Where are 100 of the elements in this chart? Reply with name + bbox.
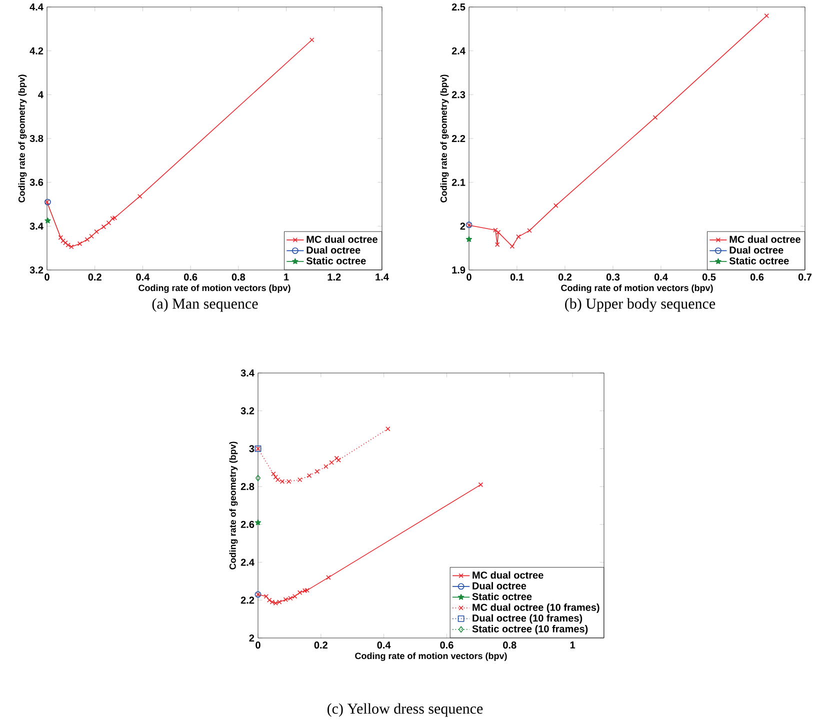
y-tick-label: 2.2 xyxy=(240,596,254,604)
legend-label: Dual octree (10 frames) xyxy=(472,614,582,624)
point xyxy=(334,456,340,461)
point xyxy=(63,240,68,246)
x-tick-label: 0.2 xyxy=(88,274,102,281)
point xyxy=(137,194,142,199)
point xyxy=(516,234,521,240)
y-tick-label: 3 xyxy=(249,445,254,452)
point xyxy=(89,234,94,239)
point xyxy=(266,598,272,603)
x-tick-label: 0.6 xyxy=(184,274,198,281)
point xyxy=(306,473,312,478)
text: (b) Upper body sequence xyxy=(565,298,716,312)
y-tick-label: 4.4 xyxy=(30,4,44,10)
legend-label: MC dual octree xyxy=(730,236,800,243)
y-tick-label: 2.4 xyxy=(452,47,466,54)
point xyxy=(336,458,341,462)
y-tick-label: 3.4 xyxy=(30,222,44,230)
point xyxy=(112,215,118,220)
x-tick-label: 1 xyxy=(284,274,289,280)
point xyxy=(527,228,532,233)
point xyxy=(106,220,112,226)
point xyxy=(69,244,74,250)
y-tick-label: 2 xyxy=(460,222,466,230)
point xyxy=(496,230,501,235)
x-axis-title: Coding rate of motion vectors (bpv) xyxy=(138,284,290,293)
point xyxy=(84,237,90,242)
y-tick-label: 3.2 xyxy=(30,266,44,274)
y-tick-label: 2.4 xyxy=(240,558,254,566)
y-tick-label: 4 xyxy=(38,91,44,98)
y-axis-title: Coding rate of geometry (bpv) xyxy=(229,442,238,570)
point xyxy=(256,474,261,482)
x-tick-label: 1.2 xyxy=(328,274,341,281)
x-tick-label: 0.2 xyxy=(558,274,572,281)
point xyxy=(66,242,70,248)
point xyxy=(271,472,276,476)
point xyxy=(77,241,82,246)
point xyxy=(494,242,500,247)
point xyxy=(297,477,302,482)
x-tick-label: 0 xyxy=(466,274,472,281)
x-tick-label: 0 xyxy=(256,642,260,649)
y-tick-label: 2.6 xyxy=(240,520,254,528)
y-tick-label: 1.9 xyxy=(452,266,466,274)
x-tick-label: 0.4 xyxy=(136,274,150,281)
x-tick-label: 0.4 xyxy=(654,274,668,281)
point xyxy=(478,482,484,488)
point xyxy=(652,115,658,120)
point xyxy=(329,460,334,465)
point xyxy=(493,228,498,232)
x-tick-label: 0.6 xyxy=(750,274,764,281)
point xyxy=(277,600,282,604)
point xyxy=(270,600,275,604)
point xyxy=(254,519,262,526)
x-tick-label: 0 xyxy=(44,274,50,281)
point xyxy=(510,244,515,249)
x-tick-label: 0.8 xyxy=(232,274,246,281)
x-axis-title: Coding rate of motion vectors (bpv) xyxy=(561,284,713,293)
legend-label: Static octree xyxy=(472,592,532,600)
point xyxy=(386,426,390,432)
y-axis-title: Coding rate of geometry (bpv) xyxy=(18,74,27,202)
y-tick-label: 2.1 xyxy=(452,178,466,186)
x-tick-label: 0.8 xyxy=(503,642,516,649)
y-tick-label: 2.3 xyxy=(452,91,466,98)
legend-label: MC dual octree (10 frames) xyxy=(472,604,600,613)
point xyxy=(44,217,51,224)
x-tick-label: 0.5 xyxy=(702,274,716,281)
x-tick-label: 0.1 xyxy=(510,274,524,281)
point xyxy=(466,236,472,242)
y-tick-label: 3.4 xyxy=(240,369,254,377)
text: (a) Man sequence xyxy=(152,298,258,312)
y-tick-label: 2 xyxy=(249,634,254,642)
point xyxy=(60,238,66,244)
point xyxy=(554,203,558,208)
legend-label: Dual octree xyxy=(472,582,526,590)
point xyxy=(324,464,328,469)
x-tick-label: 1.4 xyxy=(376,274,389,280)
legend-label: Static octree xyxy=(306,257,366,264)
point xyxy=(110,216,115,221)
x-tick-label: 1 xyxy=(570,642,576,648)
legend-label: Static octree (10 frames) xyxy=(472,625,588,634)
text: (c) Yellow dress sequence xyxy=(327,703,483,717)
point xyxy=(314,469,320,474)
point xyxy=(310,37,314,42)
y-tick-label: 3.8 xyxy=(30,134,44,142)
x-tick-label: 0.4 xyxy=(377,642,391,649)
x-tick-label: 0.6 xyxy=(440,642,454,649)
point xyxy=(273,600,278,606)
point xyxy=(326,575,331,580)
legend-label: Static octree xyxy=(729,257,789,264)
y-axis-title: Coding rate of geometry (bpv) xyxy=(440,74,449,202)
y-tick-label: 3.2 xyxy=(240,407,254,414)
y-tick-label: 3.6 xyxy=(30,178,44,186)
y-tick-label: 2.8 xyxy=(240,483,254,490)
y-tick-label: 2.5 xyxy=(452,3,466,11)
point xyxy=(94,229,99,234)
point xyxy=(264,594,269,599)
point xyxy=(292,594,298,599)
legend-label: MC dual octree xyxy=(472,571,544,579)
legend-label: Dual octree xyxy=(730,246,784,254)
x-axis-title: Coding rate of motion vectors (bpv) xyxy=(355,652,507,661)
